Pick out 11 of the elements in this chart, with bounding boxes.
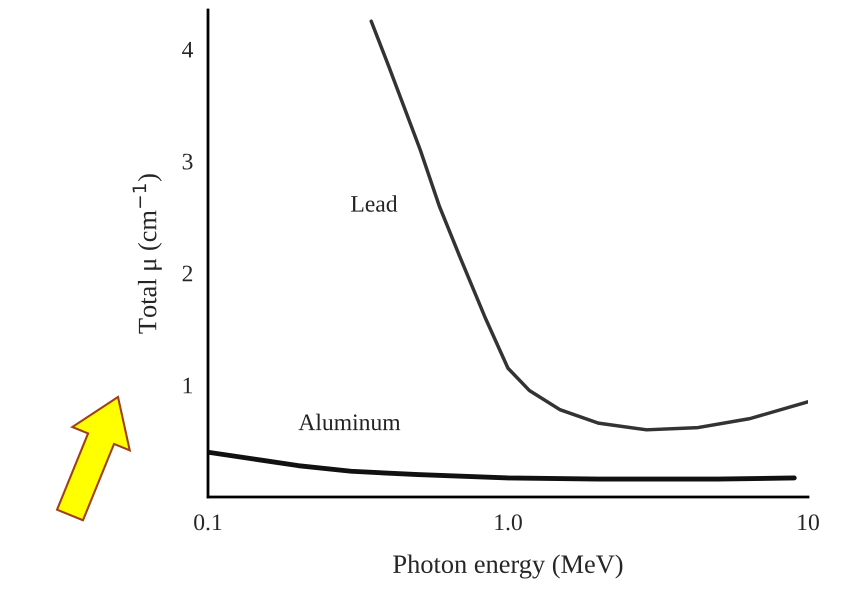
x-tick-label: 10 (798, 514, 819, 530)
y-tick-label: 4 (182, 42, 194, 58)
x-tick-label: 1.0 (495, 514, 522, 530)
y-tick-label: 2 (182, 266, 192, 282)
y-tick-label: 3 (182, 154, 192, 170)
series-label: Aluminum (298, 414, 400, 430)
x-tick-label: 0.1 (194, 514, 222, 530)
y-tick-label: 1 (184, 378, 192, 394)
x-axis-title: Photon energy (MeV) (393, 554, 622, 579)
y-axis-title: Total μ (cm$^{−1}$) (132, 174, 162, 334)
series-label: Lead (351, 195, 398, 212)
